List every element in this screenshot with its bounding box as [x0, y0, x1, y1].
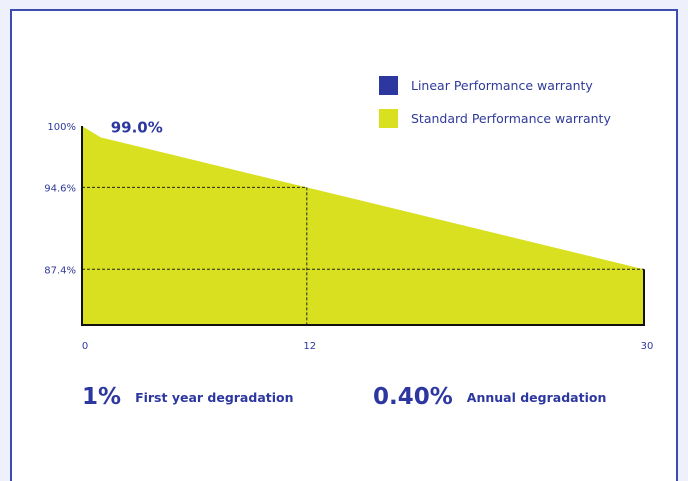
- legend-swatch-standard: [379, 108, 398, 128]
- warranty-card: 100% 94.6% 87.4% 0 12 30 99.0% Linear Performa…: [10, 9, 678, 481]
- stat-first-year-label: First year degradation: [135, 389, 294, 405]
- x-tick-label-2: 30: [641, 341, 654, 352]
- legend-label-standard: Standard Performance warranty: [411, 110, 611, 126]
- x-tick-label-0: 0: [82, 341, 88, 352]
- legend-item-standard: Standard Performance warranty: [379, 108, 611, 128]
- legend-swatch-linear: [379, 75, 398, 95]
- y-tick-label-1: 94.6%: [44, 183, 76, 194]
- stat-first-year: 1% First year degradation: [82, 384, 294, 410]
- stat-first-year-value: 1%: [82, 384, 122, 410]
- legend: Linear Performance warranty Standard Per…: [379, 75, 611, 141]
- annotation-label-0: 99.0%: [111, 118, 163, 136]
- area-standard-warranty: [82, 126, 644, 325]
- y-tick-label-2: 87.4%: [44, 265, 76, 276]
- legend-item-linear: Linear Performance warranty: [379, 75, 611, 95]
- warranty-chart: 100% 94.6% 87.4% 0 12 30 99.0%: [44, 118, 654, 352]
- stat-annual-label: Annual degradation: [466, 389, 607, 405]
- stat-annual-value: 0.40%: [373, 384, 453, 410]
- stat-annual: 0.40% Annual degradation: [373, 384, 606, 410]
- y-tick-label-0: 100%: [47, 122, 76, 133]
- x-tick-label-1: 12: [303, 341, 316, 352]
- legend-label-linear: Linear Performance warranty: [411, 77, 593, 93]
